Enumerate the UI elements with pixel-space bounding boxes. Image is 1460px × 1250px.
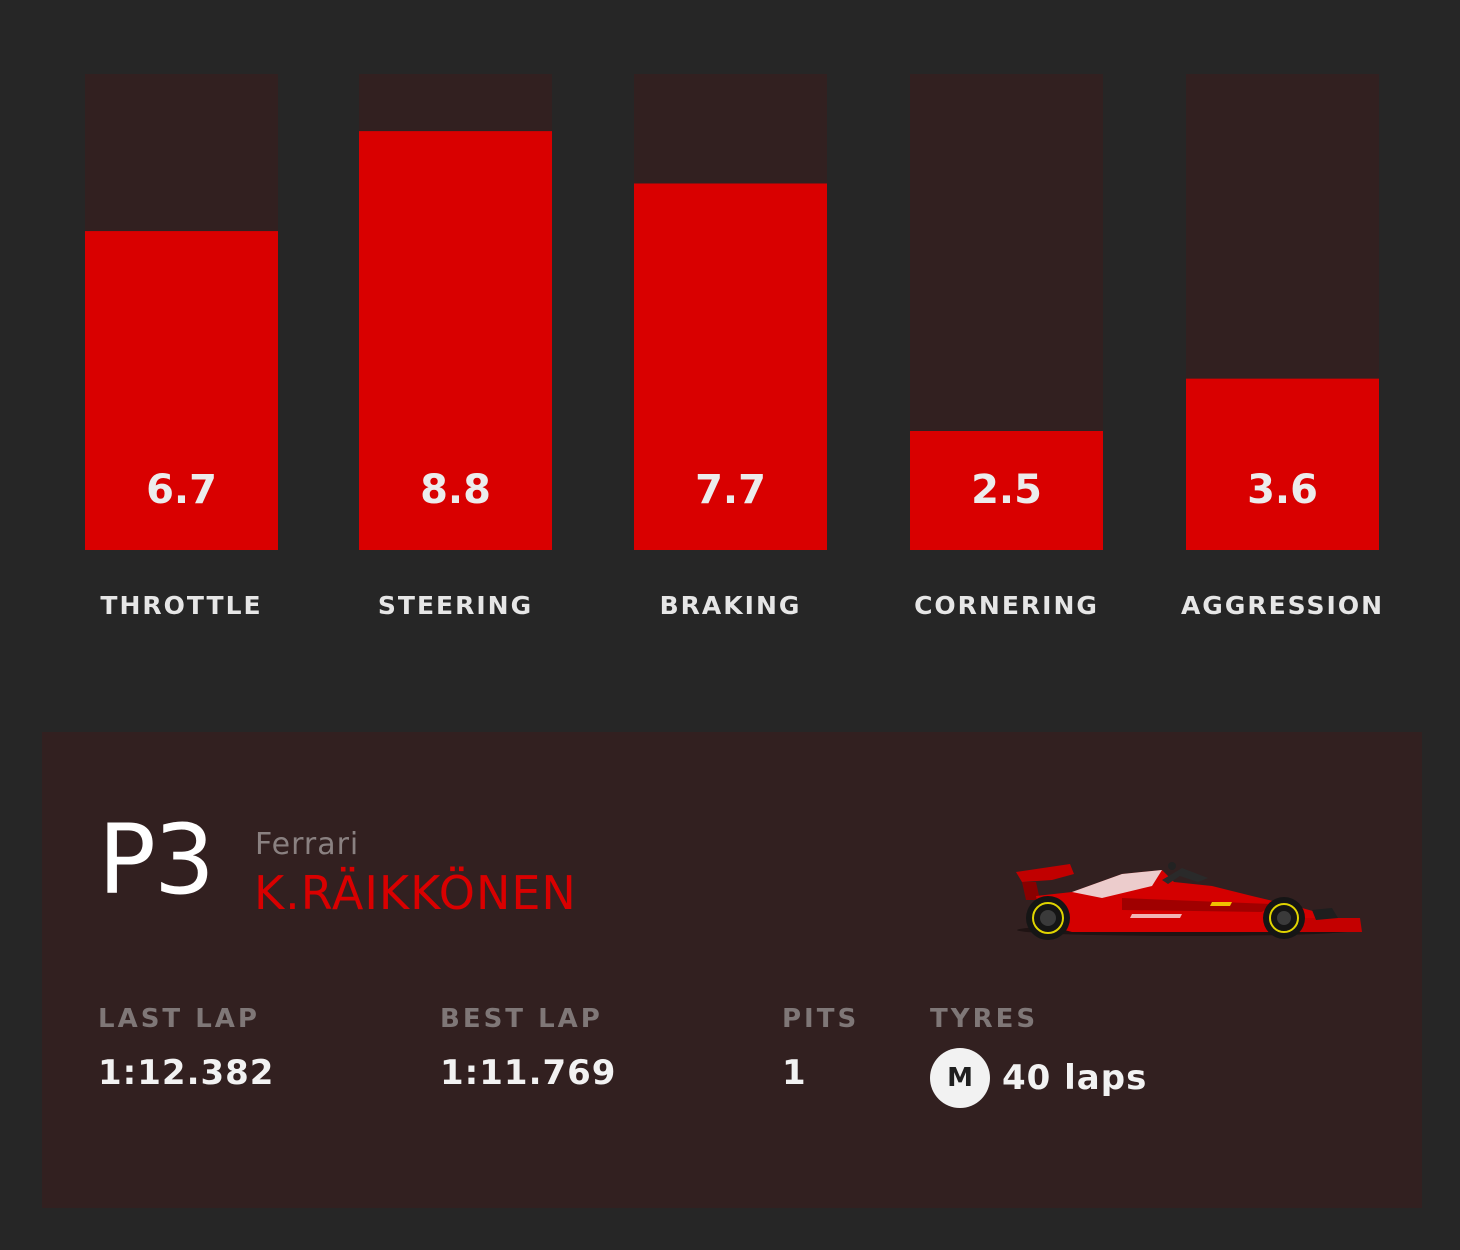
- last-lap-value: 1:12.382: [98, 1053, 275, 1093]
- driver-name: K.RÄIKKÖNEN: [254, 866, 577, 920]
- bar-braking: [634, 183, 827, 551]
- bar-value-label-cornering: 2.5: [971, 467, 1042, 513]
- bar-value-label-braking: 7.7: [695, 467, 766, 513]
- bar-steering: [359, 131, 552, 550]
- category-label-cornering: CORNERING: [914, 591, 1099, 620]
- category-label-throttle: THROTTLE: [100, 591, 262, 620]
- bar-value-label-steering: 8.8: [420, 467, 491, 513]
- tyres-label: TYRES: [930, 1004, 1039, 1034]
- best-lap-stat: BEST LAP 1:11.769: [440, 1006, 616, 1090]
- pits-stat: PITS 1: [782, 1006, 859, 1090]
- bar-value-label-throttle: 6.7: [146, 467, 217, 513]
- race-position: P3: [98, 804, 215, 916]
- driver-traits-bar-chart: 6.7 THROTTLE 8.8 STEERING 7.7 BRAKING 2.5 CORNE…: [85, 74, 1384, 620]
- best-lap-value: 1:11.769: [440, 1053, 617, 1093]
- tyre-laps-value: 40 laps: [1002, 1058, 1148, 1098]
- pits-label: PITS: [782, 1004, 860, 1034]
- category-label-steering: STEERING: [378, 591, 533, 620]
- tyre-info: M 40 laps: [930, 1048, 1147, 1108]
- category-label-braking: BRAKING: [660, 591, 802, 620]
- tyres-stat: TYRES M 40 laps: [930, 1006, 1147, 1108]
- driver-card: P3 Ferrari K.RÄIKKÖNEN LAST LAP 1:12.382…: [42, 732, 1422, 1208]
- bar-value-label-aggression: 3.6: [1247, 467, 1318, 513]
- ferrari-f1-car-icon: [1016, 862, 1362, 940]
- bar-throttle: [85, 231, 278, 550]
- pits-value: 1: [782, 1053, 807, 1093]
- team-name: Ferrari: [255, 827, 360, 862]
- last-lap-label: LAST LAP: [98, 1004, 260, 1034]
- category-label-aggression: AGGRESSION: [1181, 591, 1384, 620]
- bar-cornering: [910, 431, 1103, 550]
- tyre-compound-badge: M: [930, 1048, 990, 1108]
- bar-aggression: [1186, 378, 1379, 550]
- best-lap-label: BEST LAP: [440, 1004, 603, 1034]
- last-lap-stat: LAST LAP 1:12.382: [98, 1006, 274, 1090]
